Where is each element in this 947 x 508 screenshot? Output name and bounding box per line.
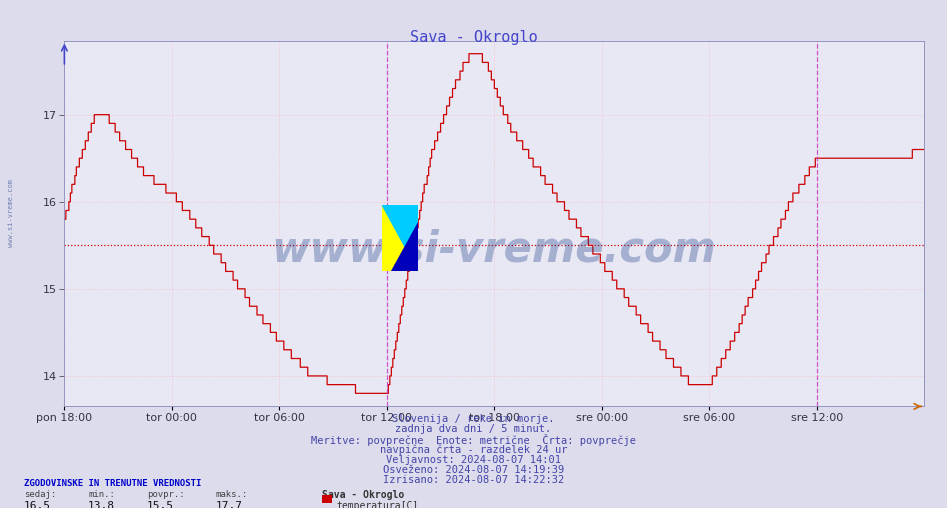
- Text: www.si-vreme.com: www.si-vreme.com: [272, 228, 717, 270]
- Text: min.:: min.:: [88, 490, 115, 499]
- Text: Meritve: povprečne  Enote: metrične  Črta: povprečje: Meritve: povprečne Enote: metrične Črta:…: [311, 434, 636, 447]
- Text: www.si-vreme.com: www.si-vreme.com: [9, 179, 14, 247]
- Text: temperatura[C]: temperatura[C]: [336, 501, 419, 508]
- Text: Veljavnost: 2024-08-07 14:01: Veljavnost: 2024-08-07 14:01: [386, 455, 561, 465]
- Text: povpr.:: povpr.:: [147, 490, 185, 499]
- Polygon shape: [383, 205, 419, 271]
- Text: Osveženo: 2024-08-07 14:19:39: Osveženo: 2024-08-07 14:19:39: [383, 465, 564, 475]
- Text: navpična črta - razdelek 24 ur: navpična črta - razdelek 24 ur: [380, 444, 567, 455]
- Text: maks.:: maks.:: [216, 490, 248, 499]
- Text: zadnja dva dni / 5 minut.: zadnja dva dni / 5 minut.: [396, 424, 551, 434]
- Text: Sava - Okroglo: Sava - Okroglo: [322, 490, 404, 500]
- Text: ZGODOVINSKE IN TRENUTNE VREDNOSTI: ZGODOVINSKE IN TRENUTNE VREDNOSTI: [24, 479, 201, 488]
- Text: Sava - Okroglo: Sava - Okroglo: [410, 30, 537, 46]
- Text: 17,7: 17,7: [216, 501, 243, 508]
- Text: 15,5: 15,5: [147, 501, 174, 508]
- Text: Slovenija / reke in morje.: Slovenija / reke in morje.: [392, 414, 555, 424]
- Polygon shape: [391, 222, 419, 271]
- Text: 13,8: 13,8: [88, 501, 116, 508]
- Text: Izrisano: 2024-08-07 14:22:32: Izrisano: 2024-08-07 14:22:32: [383, 475, 564, 485]
- Text: sedaj:: sedaj:: [24, 490, 56, 499]
- Text: 16,5: 16,5: [24, 501, 51, 508]
- Polygon shape: [383, 205, 419, 271]
